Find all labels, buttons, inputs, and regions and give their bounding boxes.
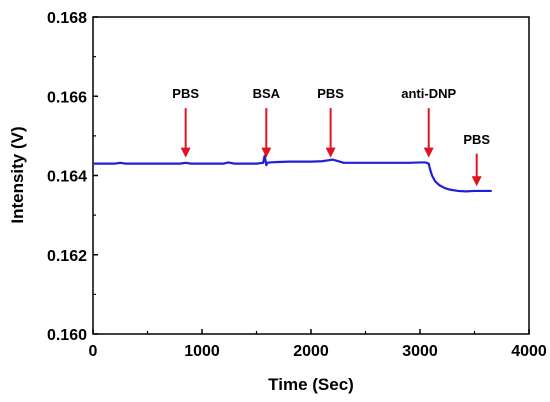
annotation-arrow-head [471,176,482,187]
annotation-arrow-head [261,147,272,158]
x-axis-title: Time (Sec) [268,375,354,394]
annotation-layer: PBS BSA PBS anti-DNP PBS [172,86,490,187]
annotation-arrow-head [325,147,336,158]
y-tick-label: 0.164 [47,169,87,186]
annotation-label: BSA [253,86,281,101]
annotation-label: PBS [172,86,199,101]
x-tick-label: 0 [89,343,98,360]
y-axis: 0.160 0.162 0.164 0.166 0.168 [47,10,98,344]
x-tick-label: 2000 [293,343,329,360]
series-layer [93,154,492,193]
annotation-arrow-head [180,147,191,158]
x-tick-label: 4000 [511,343,547,360]
annotation-label: PBS [463,132,490,147]
y-axis-title: Intensity (V) [8,126,27,223]
annotation-arrow-head [423,147,434,158]
y-tick-label: 0.160 [47,327,87,344]
y-tick-label: 0.166 [47,89,87,106]
y-tick-label: 0.162 [47,248,87,265]
annotation-label: anti-DNP [401,86,456,101]
annotation-label: PBS [317,86,344,101]
x-tick-label: 1000 [184,343,220,360]
y-tick-label: 0.168 [47,10,87,27]
intensity-line [93,154,492,193]
x-axis: 0 1000 2000 3000 4000 [89,329,547,360]
x-tick-label: 3000 [402,343,438,360]
plot-frame [92,16,530,335]
